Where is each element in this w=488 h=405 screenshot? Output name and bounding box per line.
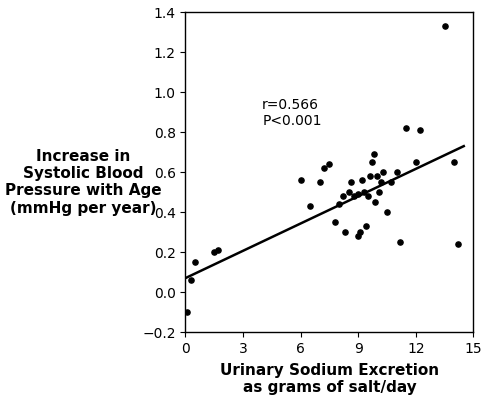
Point <box>350 193 358 199</box>
Point <box>397 239 405 245</box>
Point <box>325 161 333 167</box>
Point <box>297 177 305 183</box>
Point <box>412 159 420 165</box>
Point <box>183 309 191 315</box>
Point <box>368 159 376 165</box>
Point <box>346 179 354 185</box>
Point <box>214 247 222 254</box>
Point <box>371 199 379 205</box>
Point <box>383 209 391 215</box>
Point <box>373 173 381 179</box>
Point <box>375 189 383 195</box>
Text: Increase in
Systolic Blood
Pressure with Age
(mmHg per year): Increase in Systolic Blood Pressure with… <box>5 149 162 216</box>
Point <box>366 173 374 179</box>
Point <box>210 249 218 256</box>
Point <box>316 179 324 185</box>
Point <box>358 177 366 183</box>
Point <box>191 259 199 265</box>
Point <box>364 193 372 199</box>
Point <box>379 169 387 175</box>
Point <box>454 241 462 247</box>
Point <box>369 151 377 158</box>
Point <box>377 179 385 185</box>
Point <box>356 229 364 235</box>
X-axis label: Urinary Sodium Excretion
as grams of salt/day: Urinary Sodium Excretion as grams of sal… <box>220 363 439 395</box>
Point <box>362 223 370 229</box>
Point <box>187 277 195 284</box>
Text: r=0.566
P<0.001: r=0.566 P<0.001 <box>262 98 322 128</box>
Point <box>360 189 368 195</box>
Point <box>341 229 348 235</box>
Point <box>416 127 424 133</box>
Point <box>345 189 352 195</box>
Point <box>402 125 410 131</box>
Point <box>306 203 314 209</box>
Point <box>339 193 347 199</box>
Point <box>393 169 401 175</box>
Point <box>320 165 327 171</box>
Point <box>354 233 362 239</box>
Point <box>441 23 448 30</box>
Point <box>335 201 343 207</box>
Point <box>387 179 395 185</box>
Point <box>354 191 362 197</box>
Point <box>450 159 458 165</box>
Point <box>331 219 339 225</box>
